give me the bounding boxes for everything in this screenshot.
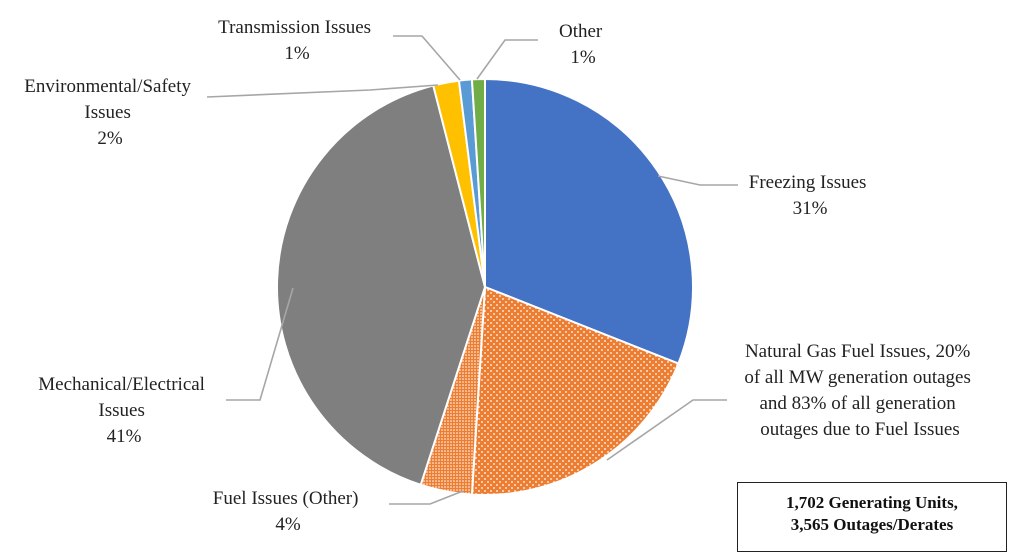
pie-slice-mechanical-3 xyxy=(275,84,487,487)
pie-slice-freezing-0 xyxy=(484,77,694,365)
label-environmental-safety: Environmental/Safety Issues 2% xyxy=(24,76,195,149)
summary-line-2: 3,565 Outages/Derates xyxy=(790,515,954,534)
pie-slice-natural-1 xyxy=(470,285,680,496)
leader-mech xyxy=(226,287,294,401)
label-fuel-other: Fuel Issues (Other) 4% xyxy=(213,488,363,535)
label-freezing: Freezing Issues 31% xyxy=(749,172,871,219)
label-natgas: Natural Gas Fuel Issues, 20% of all MW g… xyxy=(744,341,975,440)
leader-natgas xyxy=(606,399,727,461)
leader-fuelother xyxy=(389,490,464,505)
pie-slice-other-6 xyxy=(470,77,486,288)
pie-chart: Freezing Issues 31% Natural Gas Fuel Iss… xyxy=(24,17,975,535)
summary-box: 1,702 Generating Units, 3,565 Outages/De… xyxy=(737,482,1007,552)
leader-other xyxy=(476,39,538,80)
summary-line-1: 1,702 Generating Units, xyxy=(786,493,958,512)
leader-env xyxy=(206,84,439,98)
label-mechanical-electrical: Mechanical/Electrical Issues 41% xyxy=(38,374,209,447)
label-other: Other 1% xyxy=(559,21,607,68)
leader-freezing xyxy=(657,175,738,186)
leader-trans xyxy=(393,35,461,81)
label-transmission: Transmission Issues 1% xyxy=(218,17,376,64)
